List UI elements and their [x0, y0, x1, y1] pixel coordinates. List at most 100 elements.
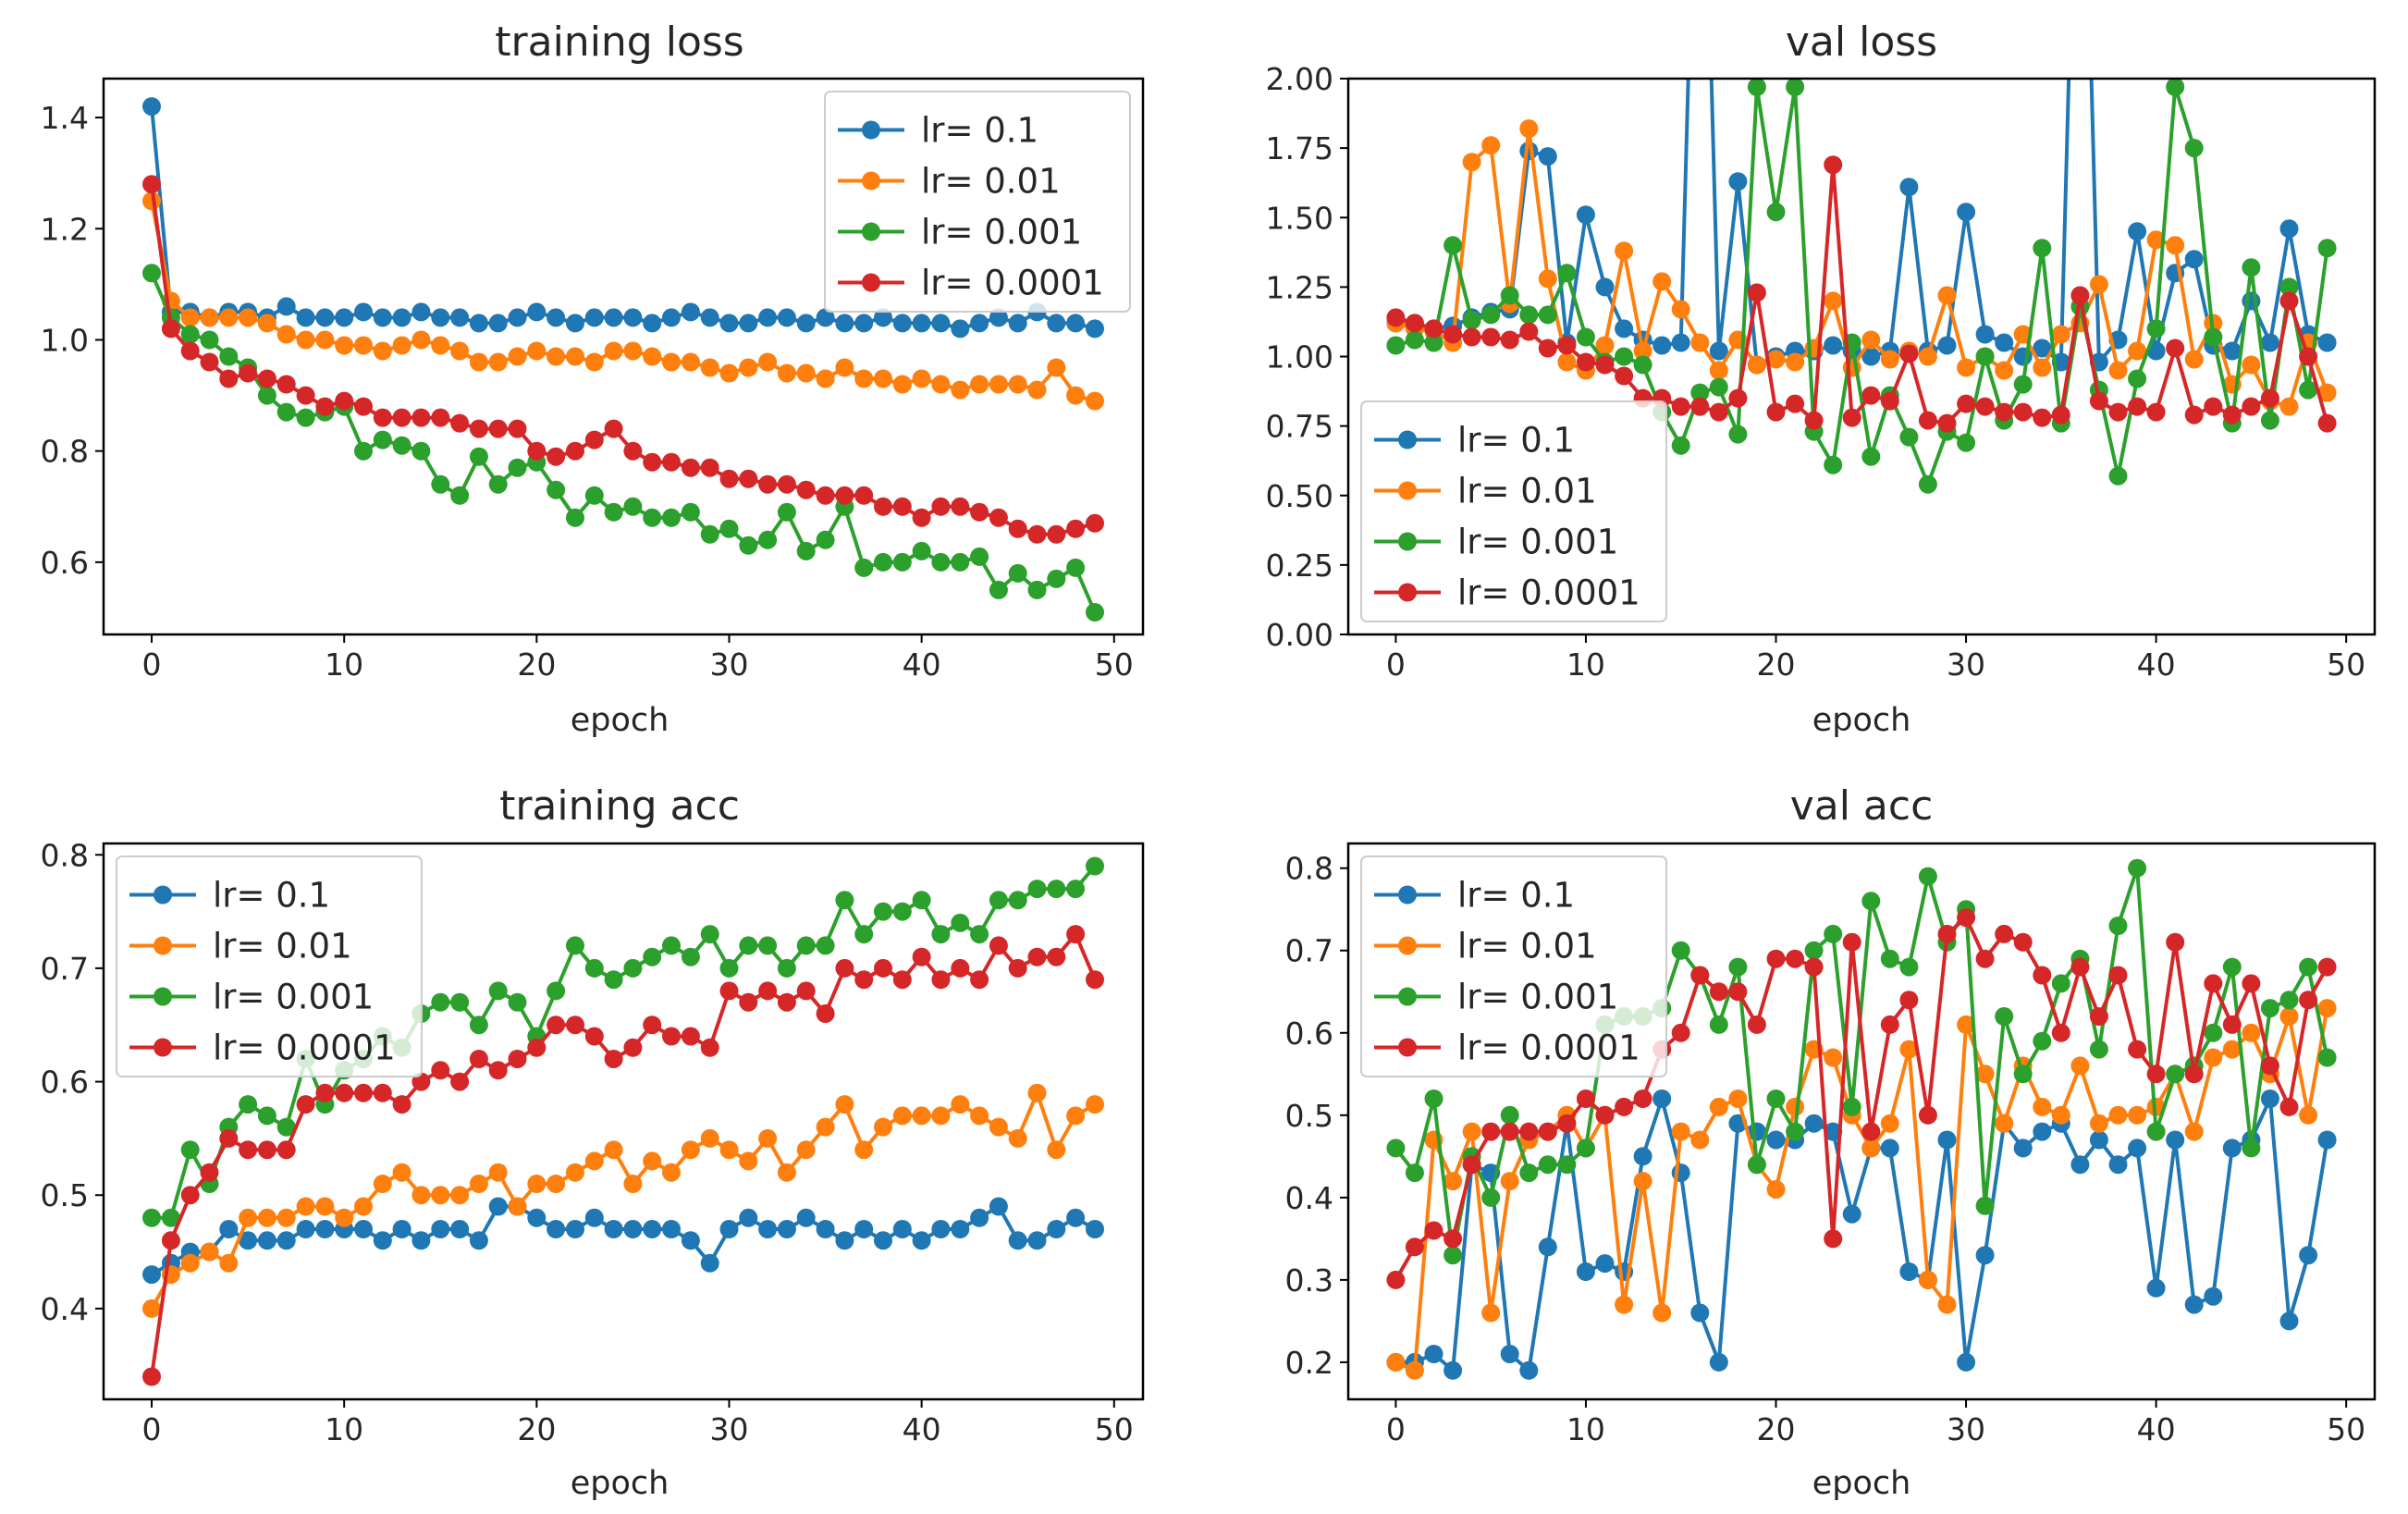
training-acc-series-3-point: [874, 958, 892, 978]
training-acc-series-0-point: [315, 1220, 335, 1238]
val-acc-series-3-point: [1615, 1097, 1634, 1116]
training-acc-series-2-point: [931, 925, 951, 944]
val-loss-legend-swatch-marker-1: [1398, 481, 1417, 500]
training-acc-series-1-point: [392, 1163, 412, 1182]
val-loss-series-1-point: [1918, 347, 1937, 366]
val-acc-series-3-point: [1747, 1015, 1766, 1034]
training-acc-series-3-point: [354, 1083, 373, 1102]
val-loss-series-3-point: [1690, 397, 1710, 416]
training-acc-series-2-point: [431, 992, 450, 1012]
training-acc-series-0-point: [373, 1231, 392, 1250]
training-loss-series-3-point: [296, 386, 315, 405]
training-loss-xtick-label: 50: [1095, 646, 1134, 683]
training-loss-series-0-point: [354, 302, 373, 322]
training-acc-series-2-point: [488, 981, 508, 1001]
val-acc-series-1-point: [2128, 1105, 2147, 1125]
training-acc-series-0-point: [412, 1231, 431, 1250]
training-acc-series-0-point: [257, 1231, 276, 1250]
val-loss-series-3-point: [1444, 325, 1463, 344]
training-loss-series-0-point: [662, 308, 681, 327]
val-acc-series-3-point: [2089, 1007, 2108, 1026]
val-loss-series-1-point: [2128, 341, 2147, 361]
training-loss-title: training loss: [495, 18, 743, 66]
training-loss-series-1-point: [951, 380, 970, 400]
training-acc-series-1-point: [758, 1128, 778, 1148]
val-acc-series-3-point: [1481, 1122, 1501, 1141]
val-acc-series-2-point: [1918, 867, 1937, 886]
val-acc-series-3-point: [1918, 1105, 1937, 1125]
training-acc-series-0-point: [276, 1231, 296, 1250]
training-loss-series-3-point: [392, 408, 412, 427]
val-loss-series-2-point: [2108, 466, 2128, 486]
val-acc-series-0-point: [1804, 1114, 1824, 1133]
training-acc-series-0-point: [681, 1231, 700, 1250]
training-acc-series-1-point: [1047, 1140, 1066, 1160]
training-loss-series-2-point: [392, 436, 412, 455]
training-loss-series-1-point: [527, 341, 547, 361]
training-acc-series-0-point: [547, 1220, 566, 1238]
training-acc-ytick-label: 0.5: [41, 1177, 89, 1213]
val-acc-xlabel: epoch: [1812, 1465, 1911, 1502]
val-loss-series-1-point: [1633, 341, 1652, 361]
val-loss-series-3-point: [1671, 397, 1690, 416]
training-loss-series-1-point: [1047, 358, 1066, 377]
val-acc-series-1-point: [1444, 1172, 1463, 1191]
val-loss-series-3-point: [1538, 338, 1557, 358]
training-acc-series-3-point: [315, 1083, 335, 1102]
val-loss-series-3-point: [1500, 330, 1519, 350]
training-acc-series-1-point: [200, 1242, 219, 1262]
val-loss-series-3-point: [2242, 397, 2261, 416]
val-loss-series-2-point: [2242, 258, 2261, 277]
training-loss-series-3-point: [488, 419, 508, 438]
val-acc-series-2-point: [2108, 917, 2128, 935]
val-loss-series-0-point: [2128, 222, 2147, 241]
training-acc-series-1-point: [354, 1197, 373, 1216]
training-loss-series-0-point: [450, 308, 470, 327]
val-acc-series-2-point: [2033, 1031, 2052, 1051]
val-acc-series-0-point: [2033, 1122, 2052, 1141]
training-acc-series-0-point: [488, 1197, 508, 1216]
training-loss-series-2-point: [1008, 563, 1027, 583]
training-acc-panel: training acc epoch 0 10 20 30 40 50 0.4 0.5 0.6 0…: [41, 782, 1145, 1502]
val-loss-ytick-label: 1.00: [1266, 339, 1333, 375]
val-acc-series-1-point: [1937, 1295, 1957, 1314]
val-loss-series-2-point: [2128, 369, 2147, 388]
training-loss-series-1-point: [604, 341, 623, 361]
training-loss-series-1-point: [1066, 386, 1086, 405]
training-acc-series-2-point: [1027, 880, 1047, 899]
val-acc-series-1-point: [2222, 1040, 2242, 1059]
val-acc-ytick-label: 0.2: [1285, 1345, 1333, 1381]
val-acc-series-2-point: [1576, 1139, 1595, 1158]
training-loss-series-2-point: [469, 447, 488, 466]
val-acc-series-0-point: [1538, 1237, 1557, 1257]
val-acc-series-3-point: [2242, 974, 2261, 993]
training-acc-series-2-point: [777, 958, 796, 978]
val-acc-series-0-point: [2260, 1089, 2279, 1108]
training-acc-series-3-point: [1047, 947, 1066, 966]
val-loss-series-3-point: [1937, 413, 1957, 433]
training-acc-series-1-point: [1027, 1083, 1047, 1102]
training-acc-series-3-point: [450, 1072, 470, 1091]
training-acc-series-2-point: [547, 981, 566, 1001]
val-acc-series-3-point: [1690, 966, 1710, 985]
training-acc-series-1-point: [450, 1186, 470, 1205]
training-acc-series-0-point: [1086, 1220, 1104, 1238]
training-acc-series-2-point: [892, 902, 912, 921]
training-loss-series-3-point: [854, 486, 874, 505]
training-loss-series-0-point: [431, 308, 450, 327]
training-loss-xtick-label: 10: [325, 646, 363, 683]
training-acc-series-2-point: [835, 891, 854, 910]
training-loss-series-1-point: [488, 352, 508, 372]
training-acc-series-1-point: [951, 1095, 970, 1114]
training-loss-series-0-point: [758, 308, 778, 327]
val-acc-series-0-point: [2070, 1155, 2090, 1175]
val-loss-legend: lr= 0.1 lr= 0.01 lr= 0.001 lr= 0.0001: [1360, 400, 1667, 622]
val-loss-series-2-point: [1766, 203, 1786, 222]
training-acc-series-1-point: [257, 1208, 276, 1227]
training-acc-series-2-point: [739, 936, 758, 955]
val-acc-series-1-point: [2299, 1105, 2318, 1125]
val-acc-series-0-point: [2299, 1246, 2318, 1265]
training-loss-series-0-point: [604, 308, 623, 327]
val-loss-series-1-point: [2184, 350, 2204, 369]
